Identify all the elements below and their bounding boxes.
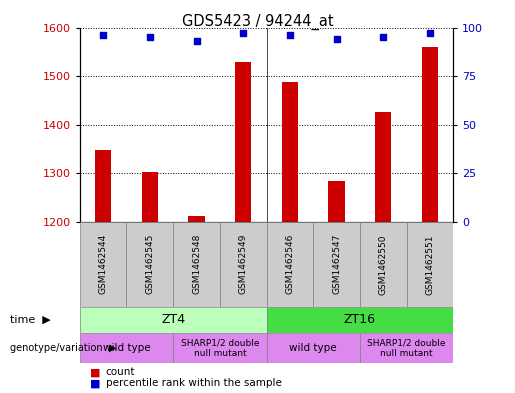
Bar xyxy=(282,83,298,222)
Text: wild type: wild type xyxy=(102,343,150,353)
Text: GSM1462548: GSM1462548 xyxy=(192,234,201,294)
Bar xyxy=(220,222,267,307)
Bar xyxy=(80,307,267,333)
Bar xyxy=(142,173,158,222)
Text: GDS5423 / 94244_at: GDS5423 / 94244_at xyxy=(182,14,333,30)
Text: SHARP1/2 double
null mutant: SHARP1/2 double null mutant xyxy=(181,338,259,358)
Bar xyxy=(313,222,360,307)
Point xyxy=(286,32,294,39)
Text: ■: ■ xyxy=(90,367,100,377)
Text: genotype/variation  ▶: genotype/variation ▶ xyxy=(10,343,117,353)
Text: wild type: wild type xyxy=(289,343,337,353)
Text: percentile rank within the sample: percentile rank within the sample xyxy=(106,378,282,388)
Bar xyxy=(267,307,453,333)
Point xyxy=(99,32,107,39)
Bar xyxy=(188,216,204,222)
Point xyxy=(426,30,434,37)
Text: SHARP1/2 double
null mutant: SHARP1/2 double null mutant xyxy=(367,338,446,358)
Bar xyxy=(80,222,127,307)
Bar xyxy=(375,112,391,222)
Text: GSM1462546: GSM1462546 xyxy=(285,234,295,294)
Bar xyxy=(360,333,453,363)
Bar xyxy=(422,47,438,222)
Point xyxy=(193,38,201,44)
Bar xyxy=(267,222,313,307)
Text: ZT16: ZT16 xyxy=(344,313,376,327)
Bar xyxy=(235,62,251,222)
Point xyxy=(239,30,247,37)
Bar xyxy=(95,150,111,222)
Bar xyxy=(267,333,360,363)
Point xyxy=(146,34,154,40)
Text: GSM1462545: GSM1462545 xyxy=(145,234,154,294)
Bar xyxy=(80,333,173,363)
Bar xyxy=(127,222,173,307)
Text: time  ▶: time ▶ xyxy=(10,315,51,325)
Text: GSM1462547: GSM1462547 xyxy=(332,234,341,294)
Text: GSM1462544: GSM1462544 xyxy=(99,234,108,294)
Bar xyxy=(173,333,267,363)
Point xyxy=(379,34,387,40)
Text: GSM1462550: GSM1462550 xyxy=(379,234,388,294)
Bar xyxy=(173,222,220,307)
Text: GSM1462551: GSM1462551 xyxy=(425,234,434,294)
Bar xyxy=(360,222,406,307)
Bar xyxy=(329,181,345,222)
Text: ■: ■ xyxy=(90,378,100,388)
Point xyxy=(332,36,340,42)
Text: GSM1462549: GSM1462549 xyxy=(238,234,248,294)
Text: count: count xyxy=(106,367,135,377)
Bar xyxy=(406,222,453,307)
Text: ZT4: ZT4 xyxy=(161,313,185,327)
